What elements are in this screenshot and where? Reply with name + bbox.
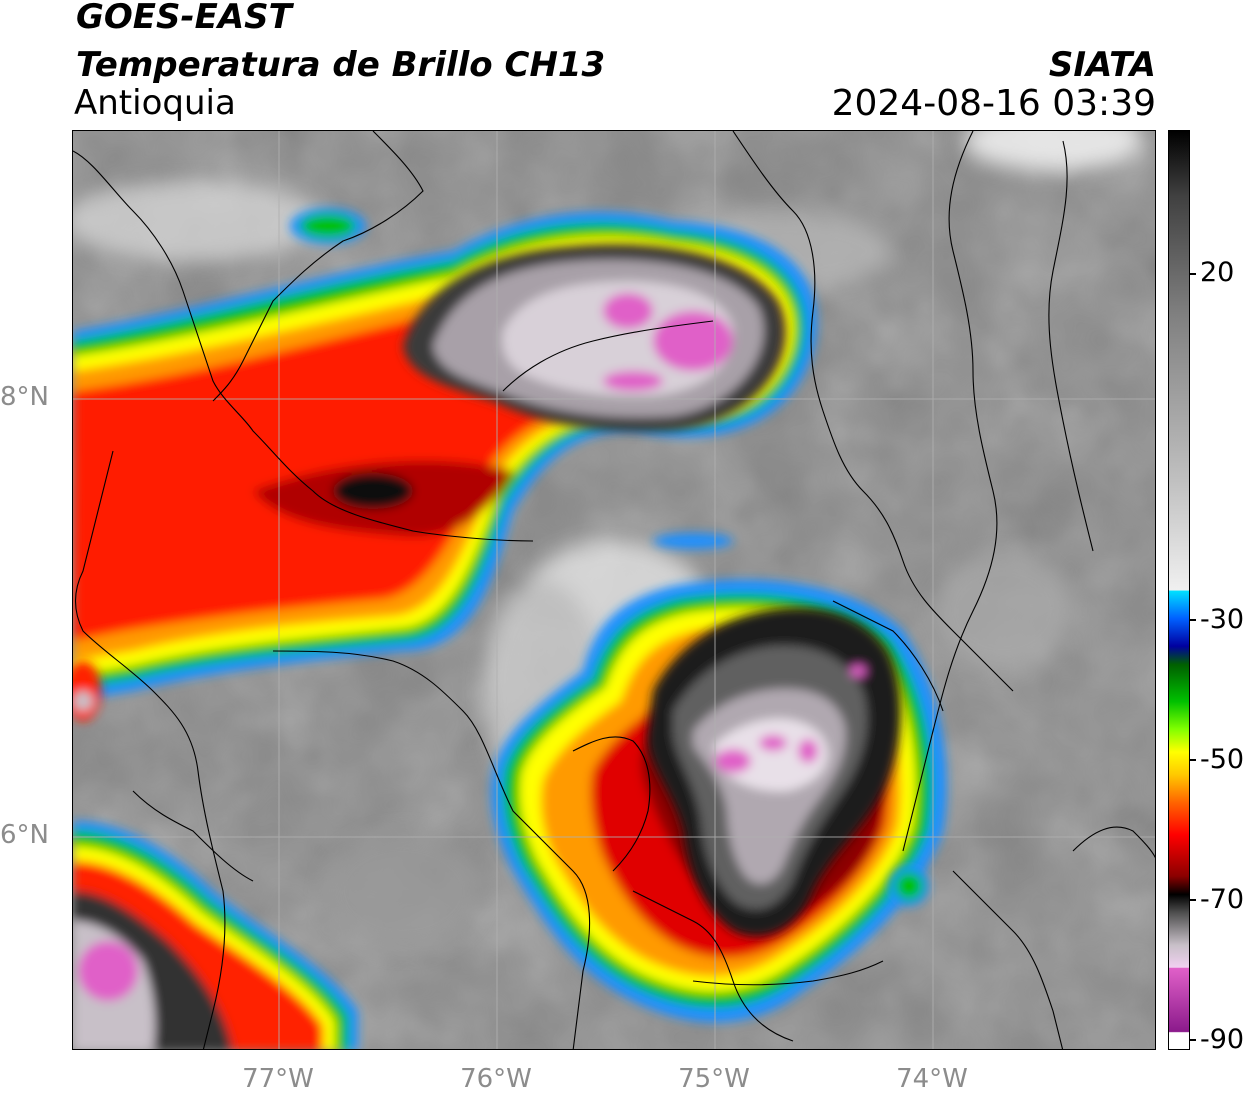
product-title: Temperatura de Brillo CH13 <box>76 45 606 85</box>
lon-label-77w: 77°W <box>242 1064 314 1094</box>
boundary-southeast <box>1072 826 1155 859</box>
boundaries <box>73 131 1155 1049</box>
satellite-map[interactable] <box>72 130 1156 1050</box>
storm-north-core <box>403 244 786 432</box>
boundary-central <box>272 650 591 1049</box>
colorbar-label-minus90: -90 <box>1200 1024 1245 1055</box>
lat-label-6n: 6°N <box>0 820 49 850</box>
colorbar-label-minus70: -70 <box>1200 884 1245 915</box>
colorbar-label-minus50: -50 <box>1200 744 1245 775</box>
boundary-east <box>902 131 998 852</box>
lon-label-76w: 76°W <box>460 1064 532 1094</box>
lon-label-74w: 74°W <box>896 1064 968 1094</box>
boundary-inner-4 <box>502 320 714 392</box>
satellite-title: GOES-EAST <box>76 0 292 37</box>
boundary-inner-5 <box>832 600 944 712</box>
storm-southwest <box>73 821 358 1049</box>
gridlines <box>73 131 1155 1049</box>
agency-label: SIATA <box>1048 45 1156 85</box>
colorbar-label-minus30: -30 <box>1200 604 1245 635</box>
lat-label-8n: 8°N <box>0 382 49 412</box>
boundary-west-inner <box>132 790 254 882</box>
datetime-label: 2024-08-16 03:39 <box>831 83 1156 124</box>
map-canvas <box>73 131 1155 1049</box>
boundary-north-east <box>732 131 1014 692</box>
colorbar-tick-minus90 <box>1190 1039 1196 1041</box>
colorbar-label-20: 20 <box>1200 257 1235 288</box>
coastline <box>73 150 534 542</box>
boundary-south <box>952 870 1064 1049</box>
storm-south-core <box>647 607 901 937</box>
colorbar-tick-minus30 <box>1190 619 1196 621</box>
region-label: Antioquia <box>74 83 236 123</box>
colorbar <box>1168 130 1190 1050</box>
lon-label-75w: 75°W <box>678 1064 750 1094</box>
colorbar-tick-minus70 <box>1190 899 1196 901</box>
small-cells <box>73 208 929 906</box>
boundary-inner-1 <box>572 736 651 872</box>
colorbar-tick-20 <box>1190 273 1196 275</box>
boundary-far-east <box>1048 140 1094 552</box>
coastline-north <box>212 131 424 402</box>
boundary-inner-3 <box>692 960 884 986</box>
boundary-inner-2 <box>632 890 794 1042</box>
coastline-west <box>75 450 226 1049</box>
colorbar-gradient <box>1169 131 1189 1049</box>
colorbar-tick-minus50 <box>1190 759 1196 761</box>
